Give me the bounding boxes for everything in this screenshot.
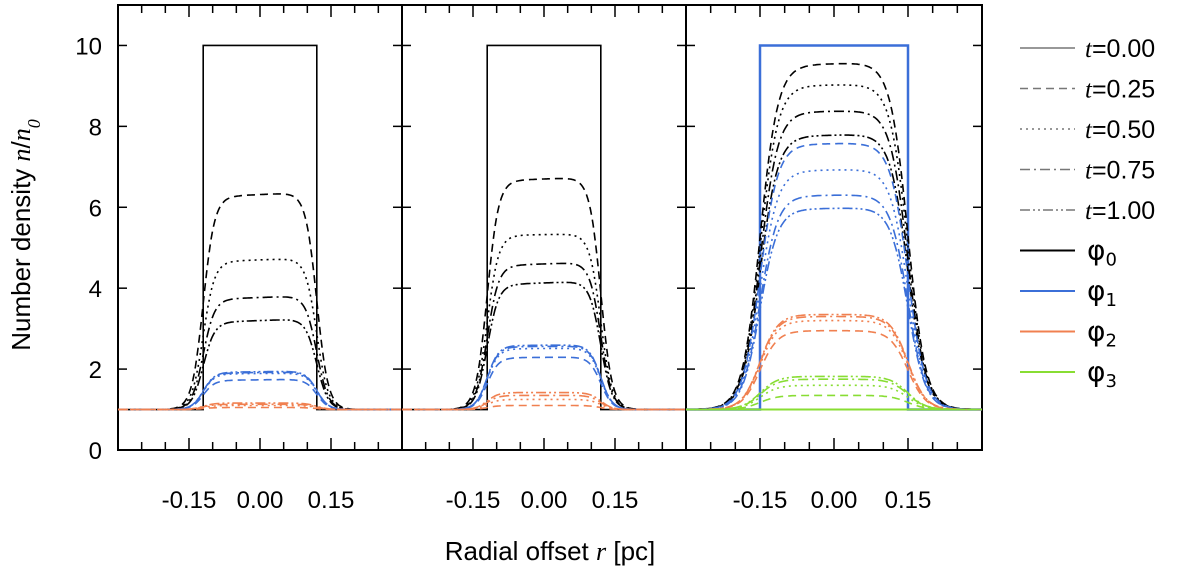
series-φ3-t0.75 bbox=[686, 378, 982, 411]
series-φ1-t0.50 bbox=[402, 347, 686, 411]
x-tick-label: -0.15 bbox=[162, 487, 217, 514]
series-φ2-t0.50 bbox=[402, 398, 686, 411]
series-φ0-t0.75 bbox=[402, 262, 686, 411]
legend-label-time: t=0.50 bbox=[1085, 116, 1155, 144]
legend-label-time: t=0.00 bbox=[1085, 35, 1155, 63]
x-tick-labels: -0.15 0.00 0.15 -0.15 0.00 0.15 -0.15 0.00 0.15 bbox=[162, 487, 932, 514]
series-φ2-t1.00 bbox=[118, 402, 402, 411]
series-φ2-t0.75 bbox=[402, 394, 686, 411]
y-tick-label: 10 bbox=[75, 33, 102, 60]
panels bbox=[117, 4, 983, 451]
panel-3 bbox=[685, 4, 983, 451]
x-tick-label: -0.15 bbox=[733, 487, 788, 514]
y-tick-label: 0 bbox=[89, 438, 102, 465]
x-tick-label: 0.15 bbox=[308, 487, 355, 514]
legend-label-phi0: φ0 bbox=[1087, 234, 1117, 271]
y-axis-title: Number density n/n0 bbox=[6, 119, 44, 351]
series-φ0-t0.25 bbox=[685, 62, 983, 411]
x-tick-label: 0.00 bbox=[237, 487, 284, 514]
series-φ3-t1.00 bbox=[686, 375, 982, 411]
legend-label-phi1: φ1 bbox=[1087, 274, 1117, 311]
x-tick-label: 0.00 bbox=[811, 487, 858, 514]
legend-label-time: t=1.00 bbox=[1085, 197, 1155, 225]
x-tick-label: 0.15 bbox=[885, 487, 932, 514]
series-φ0-t1.00 bbox=[686, 134, 982, 411]
series-φ0-t0.25 bbox=[402, 177, 686, 411]
y-tick-labels: 0 2 4 6 8 10 bbox=[75, 33, 102, 465]
series-φ0-t0.75 bbox=[686, 110, 982, 411]
panel-frame bbox=[401, 4, 687, 451]
series-φ2-t1.00 bbox=[402, 391, 686, 411]
series-φ1-t1.00 bbox=[686, 207, 982, 411]
series-φ1-t0.25 bbox=[686, 142, 982, 411]
series-φ2-t0.25 bbox=[686, 329, 982, 411]
x-tick-label: 0.00 bbox=[521, 487, 568, 514]
y-tick-label: 6 bbox=[89, 195, 102, 222]
series-φ0-t0.25 bbox=[118, 193, 402, 411]
x-tick-label: -0.15 bbox=[446, 487, 501, 514]
series-φ1-t1.00 bbox=[402, 344, 686, 411]
x-axis-title: Radial offset r [pc] bbox=[445, 536, 656, 566]
series-φ0-t0.50 bbox=[686, 84, 982, 411]
series-initial-φ0 bbox=[118, 44, 402, 411]
series-φ0-t1.00 bbox=[118, 319, 402, 411]
y-tick-label: 4 bbox=[89, 276, 102, 303]
legend-label-time: t=0.75 bbox=[1085, 157, 1155, 185]
legend-label-phi2: φ2 bbox=[1087, 315, 1117, 352]
legend-label-time: t=0.25 bbox=[1085, 76, 1155, 104]
y-tick-label: 8 bbox=[89, 114, 102, 141]
series-initial-φ1 bbox=[686, 44, 982, 411]
panel-2 bbox=[401, 4, 687, 451]
series-φ0-t1.00 bbox=[402, 281, 686, 411]
panel-frame bbox=[685, 4, 983, 451]
series-φ3-t0.25 bbox=[686, 394, 982, 411]
y-tick-label: 2 bbox=[89, 357, 102, 384]
series-initial-φ0 bbox=[402, 44, 686, 411]
series-φ0-t0.50 bbox=[402, 233, 686, 411]
series-φ1-t0.25 bbox=[402, 356, 686, 411]
series-φ0-t0.75 bbox=[118, 296, 402, 411]
panel-1 bbox=[117, 4, 403, 451]
series-φ1-t0.75 bbox=[402, 345, 686, 411]
series-φ1-t0.75 bbox=[686, 194, 982, 411]
series-φ2-t1.00 bbox=[686, 313, 982, 411]
x-tick-label: 0.15 bbox=[592, 487, 639, 514]
series-φ1-t0.50 bbox=[686, 169, 982, 411]
series-φ0-t0.50 bbox=[118, 258, 402, 411]
panel-frame bbox=[117, 4, 403, 451]
legend-label-phi3: φ3 bbox=[1087, 355, 1117, 392]
